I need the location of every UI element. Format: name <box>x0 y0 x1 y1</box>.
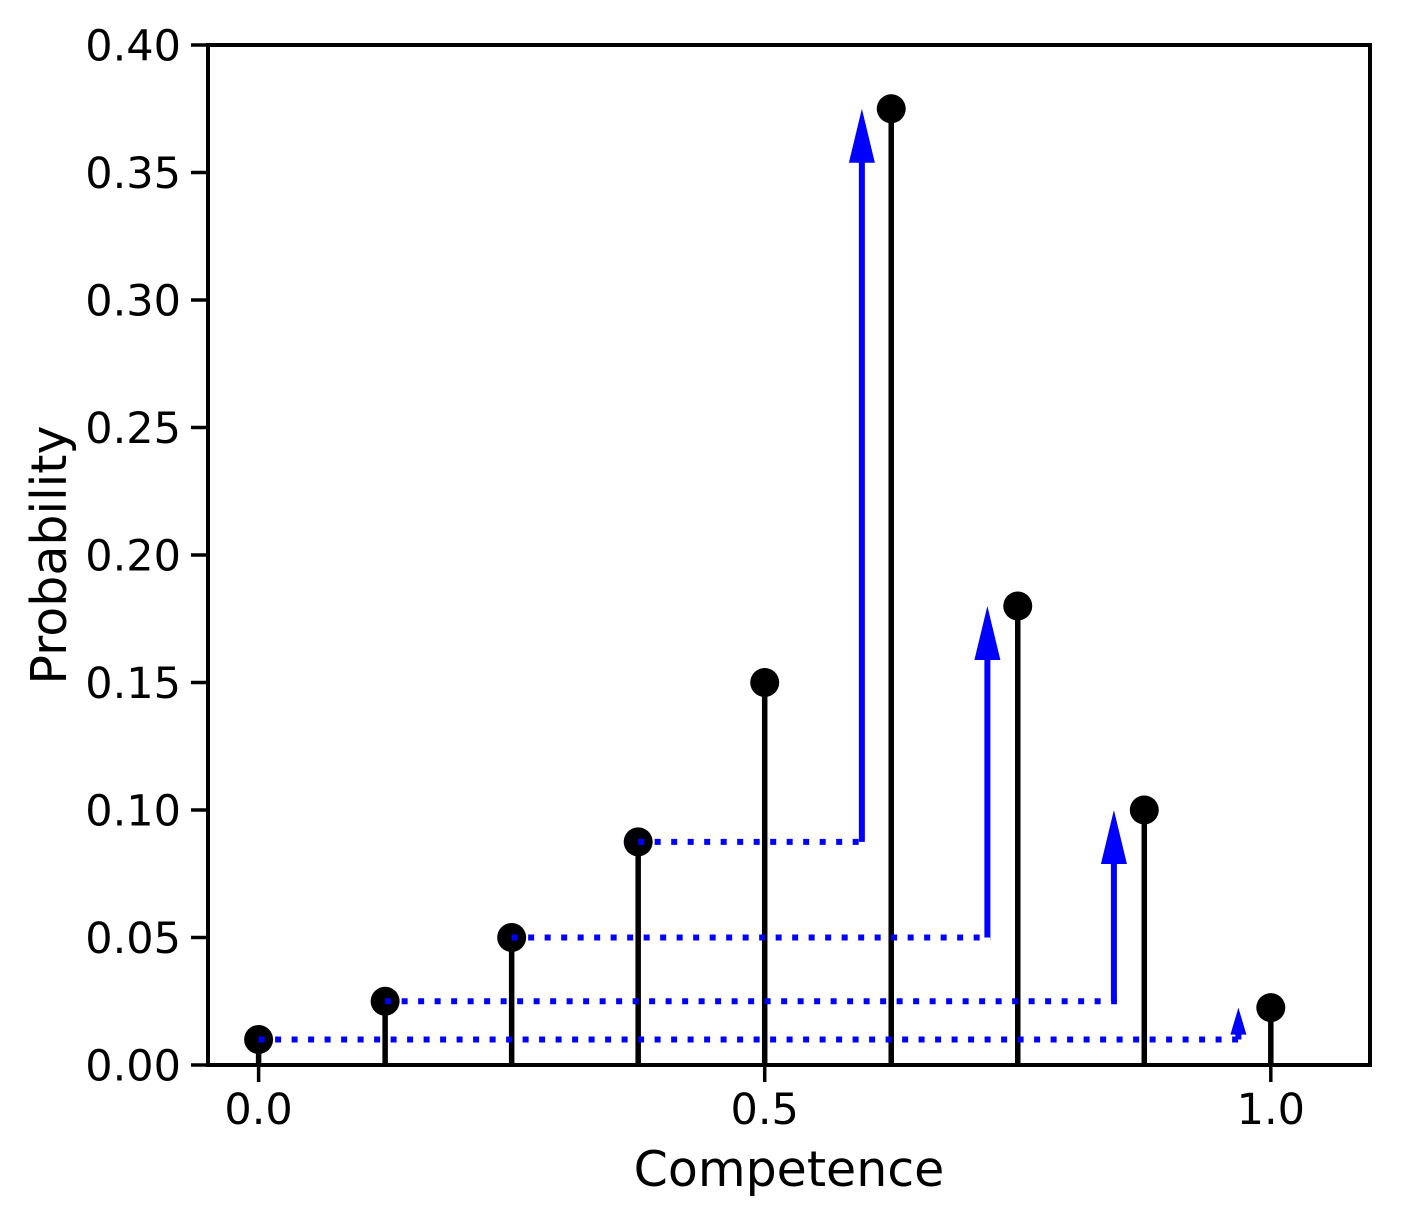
transfer-arrowhead <box>1100 810 1127 864</box>
x-tick-label: 0.5 <box>731 1085 799 1135</box>
y-tick-label: 0.40 <box>85 22 181 72</box>
transfer-arrowhead <box>1230 1007 1247 1035</box>
stem-marker <box>876 94 906 124</box>
stem-marker <box>1129 795 1159 825</box>
axes-layer: 0.0 0.5 1.0 0.00 0.05 0.10 0.15 0.20 0.25 0.30 0.3… <box>85 22 1372 1135</box>
y-axis-label: Probability <box>21 425 78 684</box>
y-tick-label: 0.30 <box>85 277 181 327</box>
y-tick-label: 0.10 <box>85 787 181 837</box>
stem-marker <box>1003 591 1033 621</box>
y-tick-label: 0.35 <box>85 149 181 199</box>
y-tick-label: 0.00 <box>85 1042 181 1092</box>
y-tick-label: 0.15 <box>85 659 181 709</box>
y-tick-label: 0.05 <box>85 914 181 964</box>
plot-border <box>206 43 1372 1067</box>
y-tick-label: 0.20 <box>85 532 181 582</box>
x-tick-label: 1.0 <box>1237 1085 1305 1135</box>
y-tick-label: 0.25 <box>85 404 181 454</box>
x-axis-label: Competence <box>634 1141 945 1198</box>
transfer-arrowhead <box>974 606 1001 660</box>
transfer-arrows-layer <box>258 108 1247 1043</box>
stem-marker <box>1256 993 1286 1023</box>
stem-marker <box>750 668 780 697</box>
transfer-arrowhead <box>848 108 875 163</box>
x-tick-label: 0.0 <box>224 1085 292 1135</box>
